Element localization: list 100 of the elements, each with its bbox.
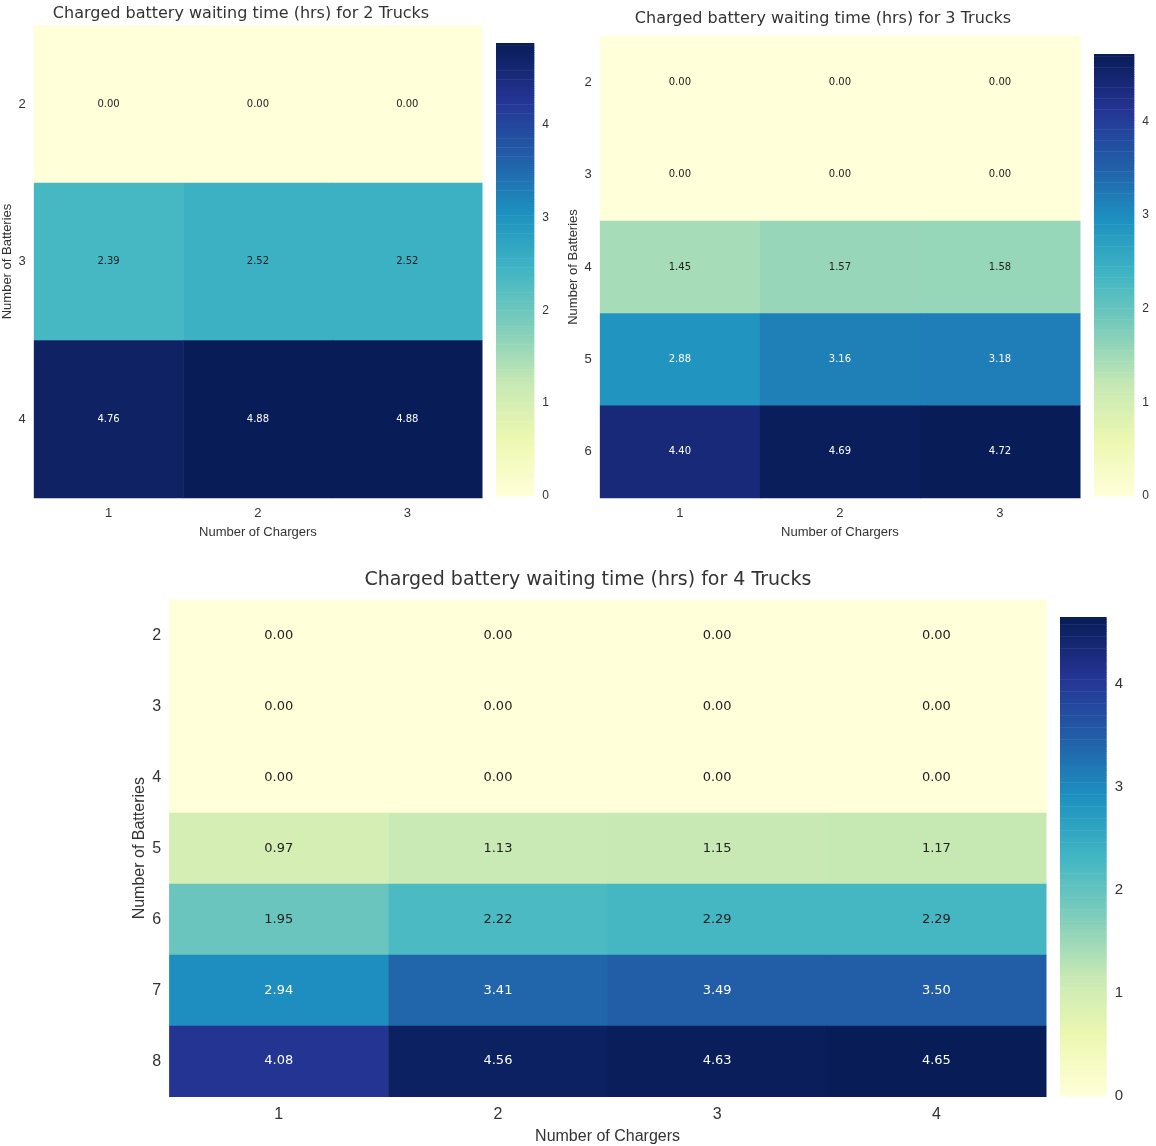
data-label: 3.18 [988,352,1012,364]
data-label: 1.95 [264,910,294,926]
color-bar-label: 0 [1142,488,1150,503]
y-tick-label: 5 [584,350,592,366]
color-bar-label: 0 [542,488,550,503]
data-label: 4.40 [668,445,691,457]
data-label: 1.17 [921,839,951,855]
color-bar-label: 3 [1114,777,1123,795]
y-tick-label: 7 [152,980,162,998]
data-label: 4.69 [828,445,852,457]
y-axis-title: Number of Batteries [0,203,15,320]
y-tick-label: 3 [584,166,592,182]
color-bar-label: 2 [542,302,550,317]
data-label: 0.00 [483,626,513,642]
data-label: 0.00 [702,697,732,713]
y-tick-label: 4 [18,410,26,426]
x-tick-label: 2 [493,1104,503,1122]
color-bar-label: 1 [1114,983,1123,1001]
color-bar-label: 1 [1142,394,1150,409]
data-label: 0.00 [988,75,1012,87]
data-label: 2.29 [702,910,732,926]
data-label: 2.52 [396,255,419,267]
y-tick-label: 2 [584,73,592,89]
data-label: 2.88 [668,352,691,364]
data-label: 0.00 [702,768,732,784]
data-label: 1.58 [988,260,1012,272]
y-axis-title: Number of Batteries [565,208,581,325]
data-label: 0.00 [483,768,513,784]
y-tick-label: 3 [18,253,26,269]
color-bar-label: 0 [1114,1086,1123,1104]
x-tick-label: 2 [836,505,844,521]
data-label: 4.08 [264,1052,294,1068]
data-label: 1.45 [668,260,691,272]
data-label: 0.00 [97,97,120,109]
color-bar-label: 2 [1114,880,1123,898]
data-label: 0.00 [921,626,951,642]
data-label: 4.63 [702,1052,732,1068]
data-label: 0.00 [828,75,852,87]
data-label: 2.39 [97,255,120,267]
chart-title: Charged battery waiting time (hrs) for 2 Trucks [52,2,430,22]
data-label: 0.97 [264,839,294,855]
x-tick-label: 3 [996,505,1004,521]
y-tick-label: 2 [152,625,162,643]
data-label: 2.94 [264,981,294,997]
y-tick-label: 5 [152,838,162,856]
data-label: 0.00 [921,697,951,713]
data-label: 3.49 [702,981,732,997]
data-label: 4.65 [921,1052,951,1068]
data-label: 0.00 [246,97,270,109]
data-label: 2.52 [246,255,270,267]
data-label: 3.16 [828,352,852,364]
data-label: 0.00 [668,168,691,180]
data-label: 0.00 [396,97,419,109]
x-tick-label: 2 [254,505,262,521]
x-axis-title: Number of Chargers [199,523,318,539]
data-label: 0.00 [264,626,294,642]
color-bar-label: 3 [1142,207,1150,222]
data-label: 0.00 [702,626,732,642]
data-label: 4.88 [246,412,270,424]
color-bar-label: 2 [1142,301,1150,316]
data-label: 4.56 [483,1052,513,1068]
y-axis-title: Number of Batteries [130,777,148,920]
x-axis-title: Number of Chargers [781,523,900,539]
data-label: 2.22 [483,910,513,926]
data-label: 4.88 [396,412,419,424]
x-tick-label: 3 [712,1104,722,1122]
data-label: 4.72 [988,445,1012,457]
x-tick-label: 1 [676,505,684,521]
y-tick-label: 4 [584,258,592,274]
data-label: 0.00 [668,75,691,87]
chart-title: Charged battery waiting time (hrs) for 3 Trucks [634,7,1012,27]
x-tick-label: 1 [104,505,113,521]
data-label: 0.00 [483,697,513,713]
y-tick-label: 8 [152,1051,162,1069]
data-label: 4.76 [97,412,120,424]
data-label: 0.00 [988,168,1012,180]
y-tick-label: 4 [152,767,162,785]
data-label: 3.41 [483,981,513,997]
color-bar-label: 4 [542,117,550,131]
color-bar-label: 3 [542,209,550,224]
x-tick-label: 1 [274,1104,284,1122]
data-label: 3.50 [921,981,951,997]
data-label: 2.29 [921,910,951,926]
color-bar-label: 1 [542,395,550,410]
chart-title: Charged battery waiting time (hrs) for 4 Trucks [364,567,812,590]
data-label: 1.13 [483,839,513,855]
x-tick-label: 3 [403,505,411,521]
y-tick-label: 2 [18,95,26,111]
data-label: 0.00 [828,168,852,180]
x-axis-title: Number of Chargers [535,1126,681,1144]
color-bar-label: 4 [1142,113,1150,128]
y-tick-label: 6 [584,443,592,459]
data-label: 1.15 [702,839,732,855]
y-tick-label: 3 [152,696,162,714]
data-label: 0.00 [921,768,951,784]
x-tick-label: 4 [931,1104,941,1122]
data-label: 0.00 [264,697,294,713]
data-label: 1.57 [828,260,852,272]
data-label: 0.00 [264,768,294,784]
y-tick-label: 6 [152,909,162,927]
